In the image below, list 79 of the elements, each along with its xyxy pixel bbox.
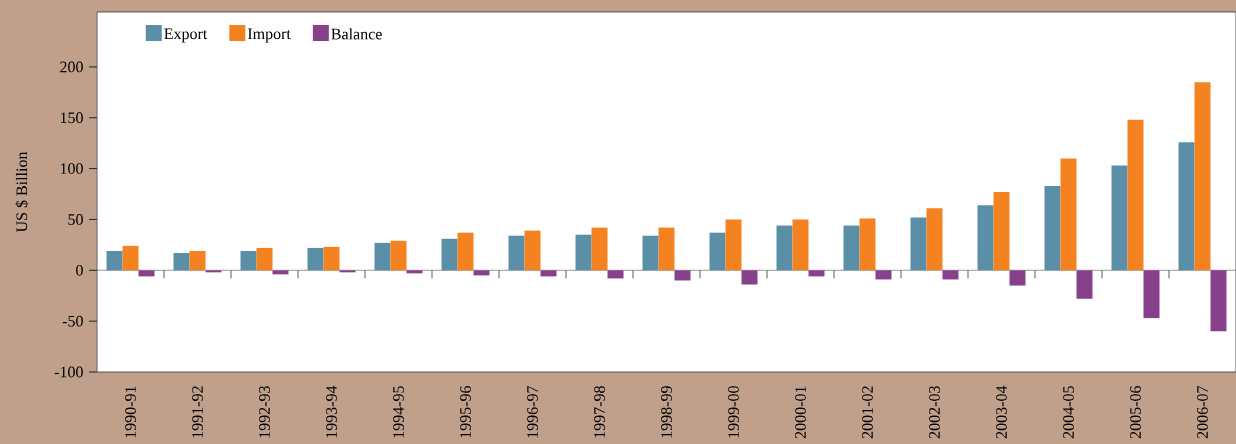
bar xyxy=(1194,82,1211,271)
bar xyxy=(942,270,959,280)
x-tick-label: 2004-05 xyxy=(1063,386,1074,439)
y-tick-label: 150 xyxy=(60,112,83,124)
x-tick-label: 2006-07 xyxy=(1197,385,1208,439)
bar xyxy=(272,270,289,275)
bar xyxy=(122,245,139,271)
bar xyxy=(339,270,356,273)
bar xyxy=(189,250,206,271)
bar xyxy=(240,250,257,271)
bar xyxy=(307,247,324,271)
legend-label: Balance xyxy=(331,28,382,40)
x-tick-label: 1997-98 xyxy=(594,386,605,438)
bar xyxy=(441,238,458,271)
bar xyxy=(1076,270,1093,299)
bar xyxy=(106,250,123,271)
bar xyxy=(1009,270,1026,286)
y-tick-label: -100 xyxy=(54,366,83,378)
x-tick-label: 1999-00 xyxy=(728,386,739,438)
bar xyxy=(390,240,407,271)
x-tick-label: 1990-91 xyxy=(125,386,136,438)
y-tick-label: -50 xyxy=(62,315,83,327)
legend-label: Import xyxy=(247,28,291,43)
x-tick-label: 1995-96 xyxy=(460,385,471,438)
bar xyxy=(658,227,675,271)
x-tick-label: 1991-92 xyxy=(192,386,203,438)
bar xyxy=(173,253,190,271)
y-axis-title: US $ Billion xyxy=(15,151,29,233)
bar xyxy=(205,270,222,273)
y-tick-label: 0 xyxy=(76,264,83,276)
bar xyxy=(709,232,726,271)
bar xyxy=(575,234,592,271)
bar xyxy=(1143,270,1160,319)
bar xyxy=(374,242,391,271)
bar xyxy=(540,270,557,277)
bar xyxy=(138,270,155,277)
bar xyxy=(607,270,624,279)
bar xyxy=(776,225,793,271)
x-tick-label: 1998-99 xyxy=(661,386,672,438)
bar xyxy=(859,218,876,271)
bar xyxy=(1111,165,1128,271)
bar xyxy=(1127,119,1144,271)
bar xyxy=(977,205,994,271)
bar xyxy=(741,270,758,285)
bar xyxy=(591,227,608,271)
x-tick-label: 1994-95 xyxy=(393,386,404,438)
bar xyxy=(725,219,742,271)
bar xyxy=(524,230,541,271)
x-tick-label: 2002-03 xyxy=(929,386,940,439)
bar xyxy=(1178,142,1195,271)
bar xyxy=(808,270,825,277)
bar xyxy=(843,225,860,271)
bar xyxy=(993,191,1010,271)
bar xyxy=(910,217,927,271)
bar xyxy=(1060,158,1077,271)
y-tick-label: 200 xyxy=(60,61,83,73)
x-tick-label: 2000-01 xyxy=(795,386,806,439)
bar xyxy=(875,270,892,280)
bar xyxy=(1044,185,1061,271)
x-tick-label: 2003-04 xyxy=(996,385,1007,439)
bar xyxy=(1210,270,1227,332)
legend-label: Export xyxy=(164,28,208,43)
bar xyxy=(792,219,809,271)
x-tick-label: 1996-97 xyxy=(527,385,538,438)
bar xyxy=(323,246,340,271)
y-tick-label: 100 xyxy=(60,163,83,174)
bar xyxy=(457,232,474,271)
bar xyxy=(642,235,659,271)
bar xyxy=(674,270,691,281)
bar xyxy=(406,270,423,274)
x-tick-label: 1993-94 xyxy=(326,385,337,438)
x-tick-label: 2001-02 xyxy=(862,386,873,439)
bar xyxy=(473,270,490,276)
x-tick-label: 2005-06 xyxy=(1130,385,1141,439)
y-tick-label: 50 xyxy=(68,214,83,225)
bar xyxy=(926,208,943,271)
bar xyxy=(508,235,525,271)
bar xyxy=(256,247,273,271)
x-tick-label: 1992-93 xyxy=(259,386,270,438)
